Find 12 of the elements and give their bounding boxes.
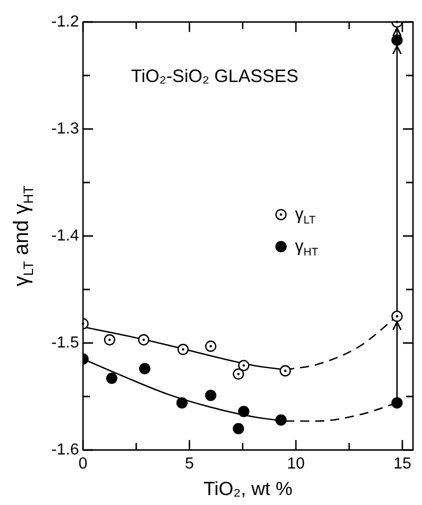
y-tick-label: -1.2 — [51, 13, 80, 30]
y-tick-label: -1.6 — [51, 441, 80, 458]
text: TiO₂-SiO₂ GLASSES — [131, 66, 298, 86]
y-axis-title: γLT and γHT — [10, 184, 36, 286]
y-tick-label: -1.4 — [51, 227, 80, 244]
y-tick-label: -1.3 — [51, 120, 80, 138]
x-tick-label: 15 — [393, 455, 412, 472]
x-axis-title: TiO₂, wt % — [203, 479, 293, 500]
x-tick-label: 0 — [78, 455, 88, 472]
x-tick-label: 10 — [287, 455, 305, 472]
y-tick-label: -1.5 — [51, 334, 80, 352]
x-tick-label: 5 — [185, 455, 194, 472]
